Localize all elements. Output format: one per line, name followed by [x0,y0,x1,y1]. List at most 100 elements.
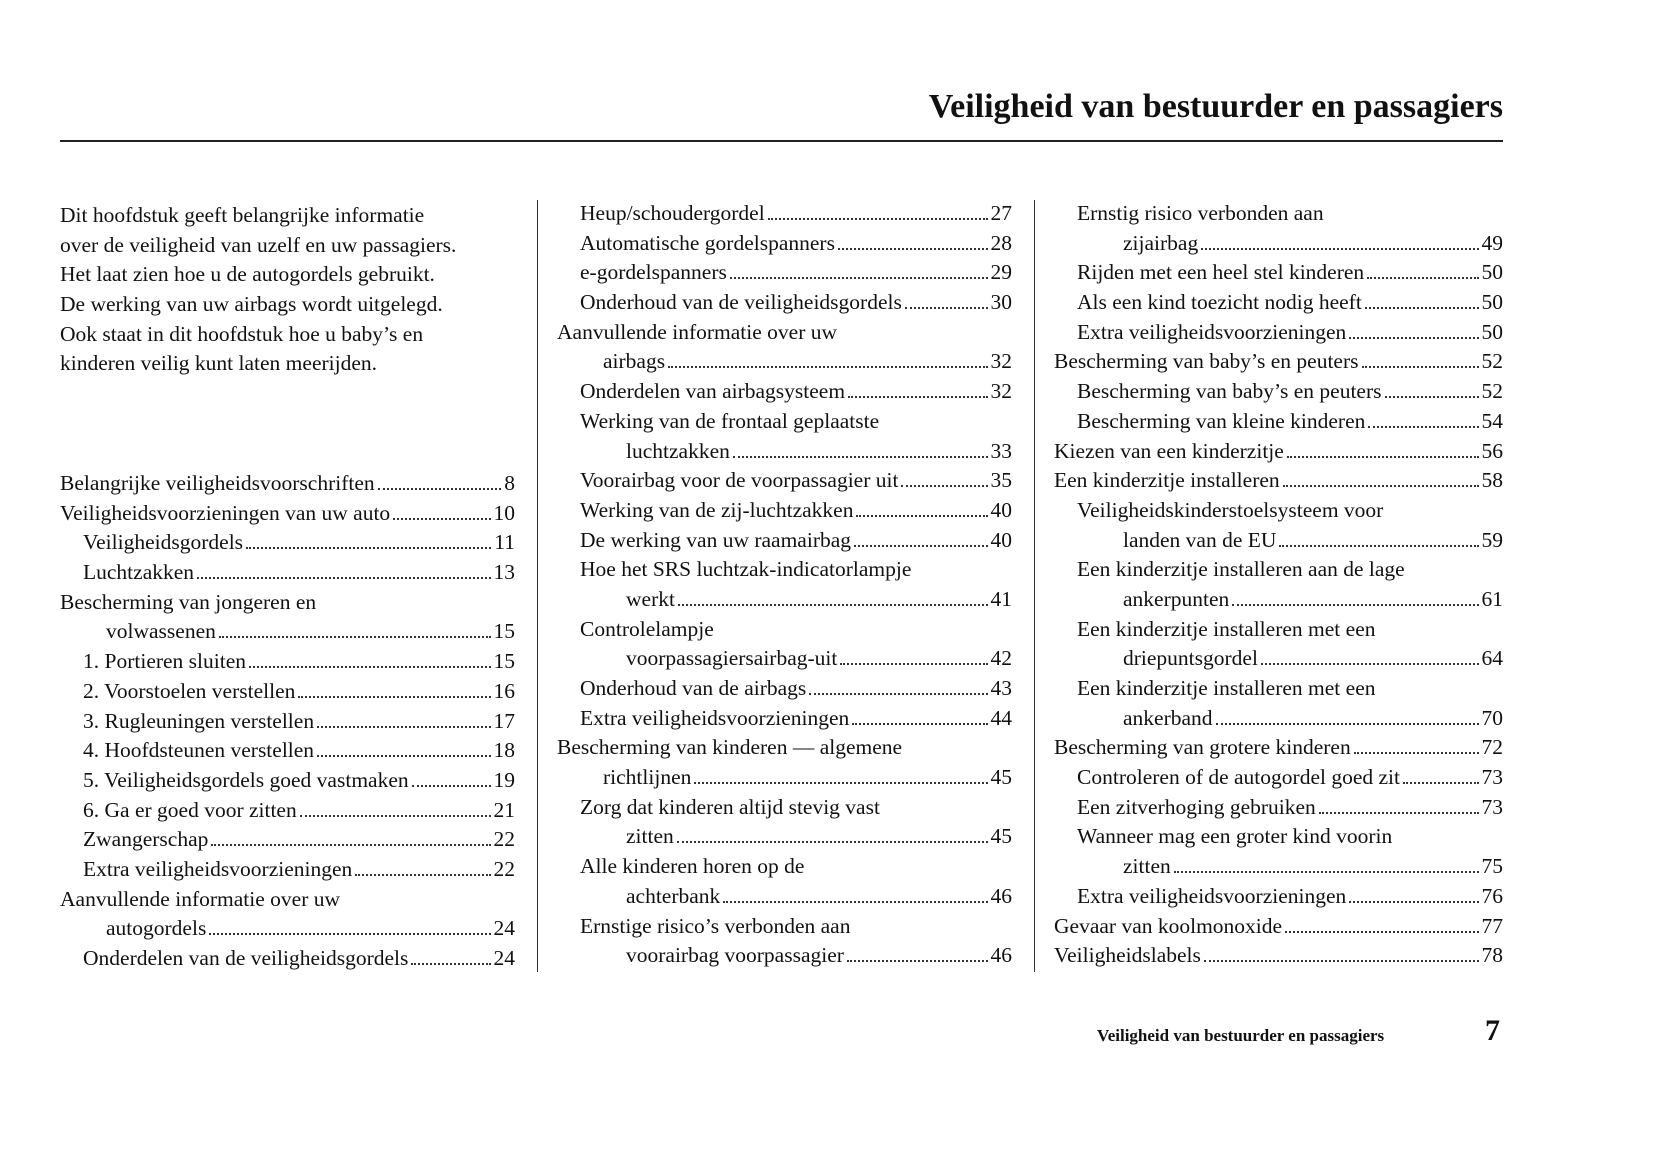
toc-line: werkt 41 [557,585,1012,615]
toc-line: zijairbag 49 [1054,229,1503,259]
toc-text: landen van de EU [1123,527,1277,552]
dot-leader [1203,941,1479,963]
toc-text: luchtzakken [626,438,730,463]
toc-text: Een kinderzitje installeren aan de lage [1077,557,1405,582]
dot-leader [1173,852,1479,874]
toc-page: 10 [493,500,516,525]
toc-text: 5. Veiligheidsgordels goed vastmaken [83,767,409,792]
toc-line: Werking van de frontaal geplaatste [557,407,1012,437]
toc-text: Rijden met een heel stel kinderen [1077,260,1365,285]
dot-leader [197,558,491,580]
toc-text: Controleren of de autogordel goed zit [1077,765,1400,790]
toc-line: voorairbag voorpassagier 46 [557,941,1012,971]
toc-page: 76 [1481,883,1504,908]
toc-page: 58 [1481,468,1504,493]
toc-page: 73 [1481,765,1504,790]
toc-page: 41 [990,586,1013,611]
toc-line: Bescherming van baby’s en peuters 52 [1054,377,1503,407]
toc-line: Werking van de zij-luchtzakken 40 [557,496,1012,526]
dot-leader [901,466,988,488]
intro-line: kinderen veilig kunt laten meerijden. [60,351,378,376]
toc-page: 15 [493,649,516,674]
toc-line: Extra veiligheidsvoorzieningen 76 [1054,882,1503,912]
toc-page: 78 [1481,943,1504,968]
toc-text: Alle kinderen horen op de [580,854,805,879]
toc-text: Aanvullende informatie over uw [60,886,341,911]
toc-text: Ernstige risico’s verbonden aan [580,913,851,938]
toc-column: Ernstig risico verbonden aan zijairbag 49 R… [1054,199,1503,971]
toc-text: Kiezen van een kinderzitje [1054,438,1284,463]
dot-leader [1353,733,1479,755]
toc-line: zitten 45 [557,822,1012,852]
dot-leader [1384,377,1479,399]
toc-text: Onderdelen van airbagsysteem [580,379,846,404]
toc-text: driepuntsgordel [1123,646,1258,671]
dot-leader [1368,407,1479,428]
toc-page: 22 [493,856,516,881]
toc-line: Extra veiligheidsvoorzieningen 44 [557,704,1012,734]
toc-page: 43 [990,676,1013,700]
toc-text: Bescherming van grotere kinderen [1054,735,1351,760]
toc-text: Als een kind toezicht nodig heeft [1077,290,1362,315]
toc-column: Heup/schoudergordel 27 Automatische gordel… [557,199,1012,971]
toc-text: Extra veiligheidsvoorzieningen [580,705,850,730]
toc-line: Als een kind toezicht nodig heeft 50 [1054,288,1503,318]
toc-page: 77 [1481,913,1504,938]
dot-leader [249,647,491,669]
toc-page: 50 [1481,260,1504,285]
toc-line: Controleren of de autogordel goed zit 73 [1054,763,1503,793]
toc-text: Automatische gordelspanners [580,230,835,255]
toc-text: Bescherming van baby’s en peuters [1054,349,1359,374]
toc-text: autogordels [106,916,207,941]
toc-line: voorpassagiersairbag-uit 42 [557,644,1012,674]
toc-line: richtlijnen 45 [557,763,1012,793]
toc-page: 22 [493,827,516,852]
dot-leader [211,825,491,847]
toc-line: ankerband 70 [1054,704,1503,734]
toc-line: Wanneer mag een groter kind voorin [1054,822,1503,852]
toc-page: 29 [990,260,1013,285]
toc-page: 45 [990,824,1013,849]
toc-text: Luchtzakken [83,560,195,585]
dot-leader [854,526,988,547]
toc-page: 45 [990,765,1013,790]
toc-line: Heup/schoudergordel 27 [557,199,1012,229]
dot-leader [676,822,988,844]
column-rule [1034,200,1035,972]
toc-text: 4. Hoofdsteunen verstellen [83,738,315,763]
toc-page: 19 [493,767,516,792]
header-rule [60,140,1503,142]
toc-page: 11 [494,530,515,555]
toc-line: achterbank 46 [557,882,1012,912]
dot-leader [677,585,988,606]
toc-text: Een kinderzitje installeren met een [1077,676,1376,700]
toc-text: Extra veiligheidsvoorzieningen [83,856,353,881]
dot-leader [1215,704,1479,725]
toc-page: 33 [990,438,1013,463]
toc-text: Aanvullende informatie over uw [557,319,838,344]
toc-text: Controlelampje [580,616,714,641]
toc-line: 2. Voorstoelen verstellen 16 [60,677,515,707]
toc-page: 52 [1481,349,1504,374]
intro-line: Het laat zien hoe u de autogordels gebru… [60,262,435,287]
toc-page: 52 [1481,379,1504,404]
toc-line: Veiligheidsgordels 11 [60,528,515,558]
toc-page: 13 [493,560,516,585]
toc-text: Bescherming van jongeren en [60,589,317,614]
toc-line: zitten 75 [1054,852,1503,882]
dot-leader [1260,644,1479,666]
dot-leader [411,944,491,965]
toc-line: 1. Portieren sluiten 15 [60,647,515,677]
toc-page: 61 [1481,586,1504,611]
footer-page: 7 [1485,1014,1500,1047]
toc-text: De werking van uw raamairbag [580,527,852,552]
toc-text: Extra veiligheidsvoorzieningen [1077,319,1347,344]
dot-leader [1318,793,1479,814]
toc-text: e-gordelspanners [580,260,727,285]
toc-page: 49 [1481,230,1504,255]
toc-text: Onderhoud van de airbags [580,676,807,700]
toc-text: Bescherming van baby’s en peuters [1077,379,1382,404]
toc-text: Zorg dat kinderen altijd stevig vast [580,794,880,819]
toc-line: Veiligheidskinderstoelsysteem voor [1054,496,1503,526]
toc-line: Automatische gordelspanners 28 [557,229,1012,259]
